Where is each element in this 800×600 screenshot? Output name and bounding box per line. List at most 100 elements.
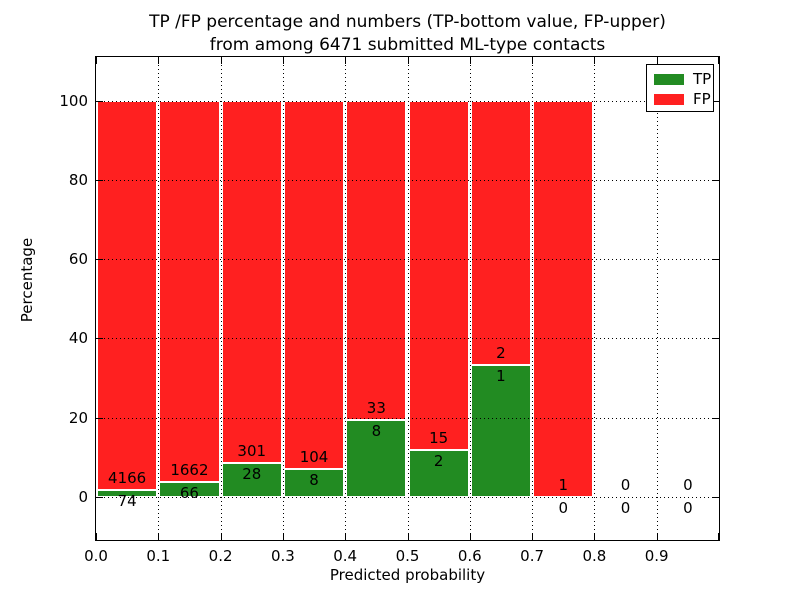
y-tick-mark: [712, 179, 719, 181]
legend-item: TP: [654, 71, 713, 88]
x-tick-label: 0.0: [84, 547, 108, 565]
x-tick-mark: [718, 57, 719, 64]
tp-count-label: 0: [683, 499, 693, 517]
tp-count-label: 66: [179, 483, 199, 502]
x-tick-mark: [220, 533, 222, 540]
fp-count-label: 301: [237, 442, 267, 461]
bar-tp-segment: [159, 481, 220, 497]
fp-count-label: 4166: [108, 469, 147, 488]
x-tick-mark: [345, 57, 347, 64]
x-tick-label: 0.5: [395, 547, 420, 565]
x-tick-mark: [96, 533, 97, 540]
y-tick-mark: [712, 338, 719, 340]
tp-count-label: 2: [433, 452, 444, 471]
legend-label: FP: [693, 90, 711, 108]
y-tick-mark: [96, 179, 103, 181]
tp-count-label: 1: [496, 366, 506, 385]
x-tick-mark: [158, 57, 160, 64]
x-tick-label: 0.6: [457, 547, 482, 565]
bar-fp-segment: [221, 100, 282, 464]
vertical-gridline: [282, 57, 284, 540]
tp-count-label: 0: [620, 499, 631, 517]
x-tick-label: 0.1: [146, 547, 171, 565]
y-tick-label: 0: [78, 488, 88, 506]
y-tick-mark: [96, 417, 103, 419]
legend-swatch-fp: [654, 94, 684, 105]
y-tick-mark: [712, 259, 719, 261]
fp-count-label: 0: [620, 476, 631, 494]
tp-count-label: 8: [371, 421, 382, 440]
x-tick-mark: [594, 57, 596, 64]
x-tick-mark: [469, 533, 471, 540]
x-tick-mark: [345, 533, 347, 540]
y-tick-label: 60: [68, 250, 88, 269]
tp-count-label: 8: [309, 470, 319, 489]
bar-tp-segment: [221, 463, 282, 497]
x-tick-mark: [594, 533, 596, 540]
chart-title-line2: from among 6471 submitted ML-type contac…: [209, 35, 606, 55]
x-tick-label: 0.4: [333, 547, 358, 565]
vertical-gridline: [345, 57, 347, 540]
y-tick-label: 20: [68, 408, 88, 427]
x-tick-label: 0.8: [582, 547, 607, 565]
x-tick-label: 0.2: [208, 547, 233, 565]
vertical-gridline: [158, 57, 160, 540]
bar-fp-segment: [470, 100, 532, 365]
x-tick-mark: [532, 57, 534, 64]
y-tick-mark: [712, 100, 719, 102]
bar-tp-segment: [470, 364, 532, 497]
vertical-gridline: [220, 57, 222, 540]
y-tick-mark: [712, 497, 719, 498]
chart-title-line1: TP /FP percentage and numbers (TP-bottom…: [149, 12, 666, 32]
plot-area: 4166 74 1662 66 301 28 104 8 33 8 15 2 2 1 1 0 0 0 0 0: [95, 56, 720, 541]
vertical-gridline: [656, 57, 658, 540]
fp-count-label: 1: [558, 476, 569, 494]
fp-count-label: 104: [299, 447, 329, 466]
bar-fp-segment: [533, 100, 594, 497]
x-tick-mark: [282, 533, 284, 540]
x-axis-label: Predicted probability: [329, 566, 486, 584]
fp-count-label: 15: [429, 429, 449, 448]
vertical-gridline: [407, 57, 409, 540]
legend-item: FP: [654, 91, 713, 108]
bar-tp-segment: [97, 490, 158, 497]
bar-fp-segment: [159, 100, 220, 482]
vertical-gridline: [532, 57, 534, 540]
x-tick-mark: [469, 57, 471, 64]
tp-count-label: 0: [558, 499, 569, 517]
x-tick-label: 0.9: [644, 547, 669, 565]
x-tick-mark: [718, 533, 719, 540]
bar-fp-segment: [97, 100, 158, 491]
y-tick-mark: [712, 417, 719, 419]
y-tick-mark: [96, 497, 103, 498]
tp-count-label: 28: [242, 465, 262, 484]
y-tick-mark: [96, 338, 103, 340]
fp-count-label: 0: [683, 476, 693, 494]
x-tick-mark: [656, 57, 658, 64]
fp-count-label: 1662: [170, 460, 209, 479]
legend: TP FP: [646, 64, 714, 112]
x-tick-mark: [282, 57, 284, 64]
vertical-gridline: [594, 57, 596, 540]
fp-count-label: 33: [366, 398, 386, 417]
legend-label: TP: [693, 70, 712, 88]
x-tick-label: 0.7: [520, 547, 545, 565]
vertical-gridline: [469, 57, 471, 540]
y-tick-mark: [96, 100, 103, 102]
bar-fp-segment: [283, 100, 345, 469]
y-axis-label: Percentage: [18, 237, 36, 323]
tp-count-label: 74: [117, 492, 137, 511]
x-tick-mark: [220, 57, 222, 64]
legend-swatch-tp: [654, 74, 684, 85]
y-tick-mark: [96, 259, 103, 261]
x-tick-label: 0.3: [270, 547, 295, 565]
bar-tp-segment: [283, 468, 345, 497]
y-tick-label: 100: [59, 91, 88, 110]
bar-fp-segment: [408, 100, 469, 451]
fp-count-label: 2: [496, 343, 506, 362]
chart-title: TP /FP percentage and numbers (TP-bottom…: [96, 11, 719, 57]
y-tick-label: 40: [68, 329, 88, 348]
x-tick-mark: [407, 57, 409, 64]
x-tick-mark: [656, 533, 658, 540]
